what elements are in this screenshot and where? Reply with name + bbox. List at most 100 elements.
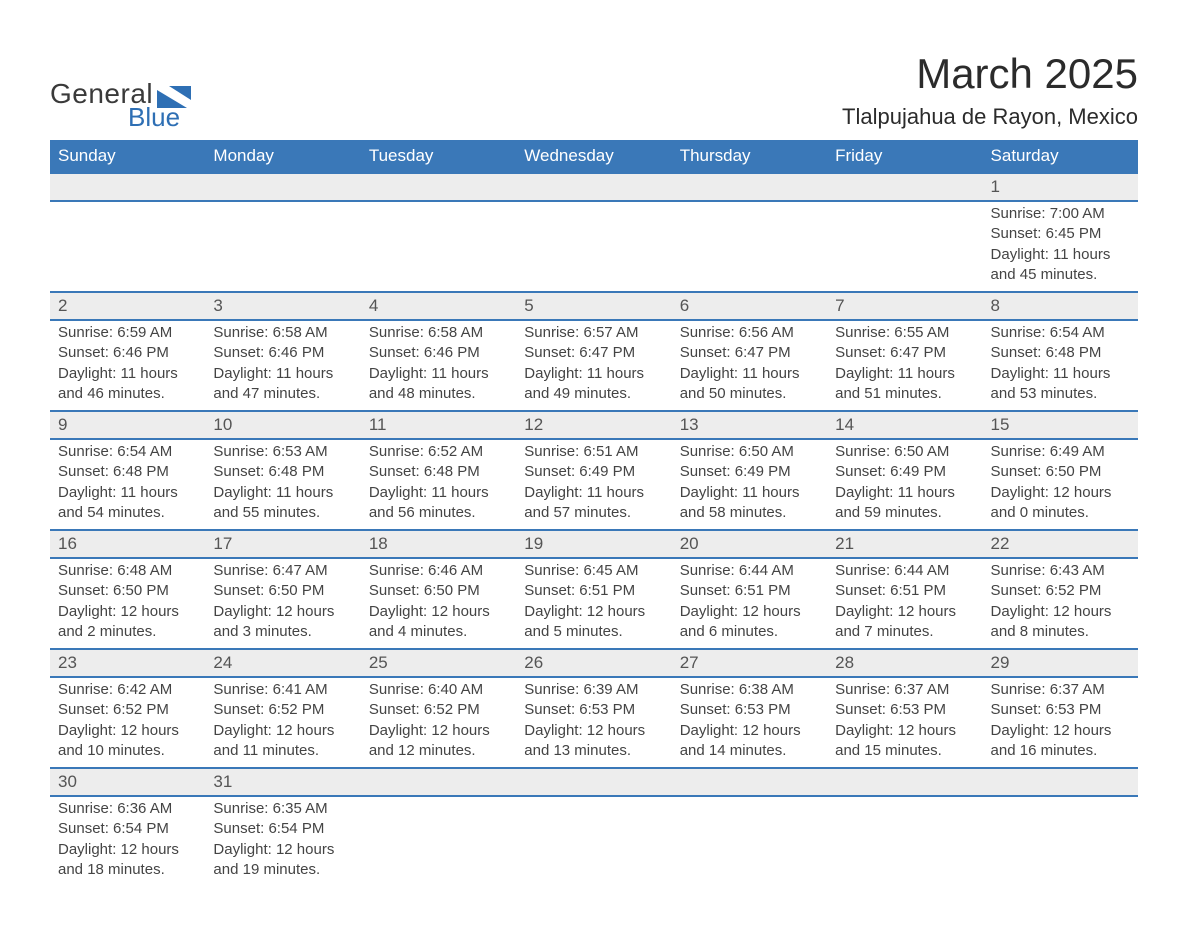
day-detail	[516, 797, 671, 805]
sunrise-text: Sunrise: 6:42 AM	[58, 680, 197, 700]
day-detail	[50, 202, 205, 210]
day-number	[361, 174, 516, 198]
day-number: 20	[672, 531, 827, 557]
day-detail: Sunrise: 6:37 AMSunset: 6:53 PMDaylight:…	[827, 678, 982, 767]
sunset-text: Sunset: 6:52 PM	[58, 700, 197, 720]
day-number: 4	[361, 293, 516, 319]
daylight-text: Daylight: 12 hours and 14 minutes.	[680, 721, 819, 762]
sunrise-text: Sunrise: 6:50 AM	[680, 442, 819, 462]
sunrise-text: Sunrise: 6:36 AM	[58, 799, 197, 819]
day-detail: Sunrise: 6:58 AMSunset: 6:46 PMDaylight:…	[205, 321, 360, 410]
day-number	[827, 769, 982, 793]
day-detail	[672, 797, 827, 805]
sunset-text: Sunset: 6:49 PM	[680, 462, 819, 482]
daylight-text: Daylight: 11 hours and 49 minutes.	[524, 364, 663, 405]
sunset-text: Sunset: 6:50 PM	[369, 581, 508, 601]
day-detail	[827, 202, 982, 210]
day-number: 29	[983, 650, 1138, 676]
day-number: 26	[516, 650, 671, 676]
weekday-header: Wednesday	[516, 140, 671, 173]
sunrise-text: Sunrise: 6:57 AM	[524, 323, 663, 343]
day-number: 2	[50, 293, 205, 319]
sunset-text: Sunset: 6:52 PM	[213, 700, 352, 720]
daylight-text: Daylight: 11 hours and 54 minutes.	[58, 483, 197, 524]
sunrise-text: Sunrise: 6:48 AM	[58, 561, 197, 581]
day-number: 28	[827, 650, 982, 676]
sunset-text: Sunset: 6:45 PM	[991, 224, 1130, 244]
daylight-text: Daylight: 12 hours and 5 minutes.	[524, 602, 663, 643]
sunset-text: Sunset: 6:47 PM	[835, 343, 974, 363]
day-detail: Sunrise: 6:41 AMSunset: 6:52 PMDaylight:…	[205, 678, 360, 767]
day-detail: Sunrise: 7:00 AMSunset: 6:45 PMDaylight:…	[983, 202, 1138, 291]
day-number: 23	[50, 650, 205, 676]
daylight-text: Daylight: 11 hours and 46 minutes.	[58, 364, 197, 405]
day-detail: Sunrise: 6:40 AMSunset: 6:52 PMDaylight:…	[361, 678, 516, 767]
day-detail: Sunrise: 6:44 AMSunset: 6:51 PMDaylight:…	[672, 559, 827, 648]
day-number: 1	[983, 174, 1138, 200]
sunset-text: Sunset: 6:53 PM	[835, 700, 974, 720]
day-detail	[516, 202, 671, 210]
daylight-text: Daylight: 12 hours and 15 minutes.	[835, 721, 974, 762]
daylight-text: Daylight: 12 hours and 6 minutes.	[680, 602, 819, 643]
sunset-text: Sunset: 6:53 PM	[524, 700, 663, 720]
day-number: 15	[983, 412, 1138, 438]
daylight-text: Daylight: 11 hours and 55 minutes.	[213, 483, 352, 524]
day-number	[516, 174, 671, 198]
day-detail: Sunrise: 6:53 AMSunset: 6:48 PMDaylight:…	[205, 440, 360, 529]
day-detail: Sunrise: 6:50 AMSunset: 6:49 PMDaylight:…	[672, 440, 827, 529]
day-number: 30	[50, 769, 205, 795]
day-detail: Sunrise: 6:43 AMSunset: 6:52 PMDaylight:…	[983, 559, 1138, 648]
daylight-text: Daylight: 12 hours and 7 minutes.	[835, 602, 974, 643]
daylight-text: Daylight: 12 hours and 8 minutes.	[991, 602, 1130, 643]
sunrise-text: Sunrise: 6:39 AM	[524, 680, 663, 700]
sunset-text: Sunset: 6:46 PM	[369, 343, 508, 363]
page-title: March 2025	[842, 50, 1138, 98]
weekday-header: Monday	[205, 140, 360, 173]
sunrise-text: Sunrise: 6:44 AM	[680, 561, 819, 581]
sunrise-text: Sunrise: 6:55 AM	[835, 323, 974, 343]
sunset-text: Sunset: 6:50 PM	[213, 581, 352, 601]
location-label: Tlalpujahua de Rayon, Mexico	[842, 104, 1138, 130]
daylight-text: Daylight: 12 hours and 16 minutes.	[991, 721, 1130, 762]
sunrise-text: Sunrise: 6:53 AM	[213, 442, 352, 462]
day-detail: Sunrise: 6:56 AMSunset: 6:47 PMDaylight:…	[672, 321, 827, 410]
day-number: 21	[827, 531, 982, 557]
day-detail: Sunrise: 6:59 AMSunset: 6:46 PMDaylight:…	[50, 321, 205, 410]
day-detail: Sunrise: 6:55 AMSunset: 6:47 PMDaylight:…	[827, 321, 982, 410]
sunrise-text: Sunrise: 6:49 AM	[991, 442, 1130, 462]
daylight-text: Daylight: 11 hours and 56 minutes.	[369, 483, 508, 524]
sunrise-text: Sunrise: 6:51 AM	[524, 442, 663, 462]
sunset-text: Sunset: 6:53 PM	[680, 700, 819, 720]
daylight-text: Daylight: 12 hours and 10 minutes.	[58, 721, 197, 762]
day-number	[50, 174, 205, 198]
day-detail: Sunrise: 6:35 AMSunset: 6:54 PMDaylight:…	[205, 797, 360, 886]
sunrise-text: Sunrise: 6:38 AM	[680, 680, 819, 700]
sunset-text: Sunset: 6:53 PM	[991, 700, 1130, 720]
sunset-text: Sunset: 6:47 PM	[524, 343, 663, 363]
sunset-text: Sunset: 6:51 PM	[835, 581, 974, 601]
weekday-header: Tuesday	[361, 140, 516, 173]
daylight-text: Daylight: 12 hours and 11 minutes.	[213, 721, 352, 762]
sunset-text: Sunset: 6:48 PM	[213, 462, 352, 482]
calendar-table: SundayMondayTuesdayWednesdayThursdayFrid…	[50, 140, 1138, 886]
day-detail: Sunrise: 6:51 AMSunset: 6:49 PMDaylight:…	[516, 440, 671, 529]
daylight-text: Daylight: 11 hours and 58 minutes.	[680, 483, 819, 524]
sunrise-text: Sunrise: 6:54 AM	[991, 323, 1130, 343]
daylight-text: Daylight: 12 hours and 0 minutes.	[991, 483, 1130, 524]
day-number: 19	[516, 531, 671, 557]
daylight-text: Daylight: 12 hours and 3 minutes.	[213, 602, 352, 643]
weekday-header: Sunday	[50, 140, 205, 173]
sunrise-text: Sunrise: 6:50 AM	[835, 442, 974, 462]
sunset-text: Sunset: 6:51 PM	[680, 581, 819, 601]
sunset-text: Sunset: 6:47 PM	[680, 343, 819, 363]
day-number: 22	[983, 531, 1138, 557]
sunset-text: Sunset: 6:54 PM	[213, 819, 352, 839]
day-detail: Sunrise: 6:47 AMSunset: 6:50 PMDaylight:…	[205, 559, 360, 648]
sunset-text: Sunset: 6:50 PM	[991, 462, 1130, 482]
sunrise-text: Sunrise: 6:45 AM	[524, 561, 663, 581]
day-number	[205, 174, 360, 198]
daylight-text: Daylight: 11 hours and 45 minutes.	[991, 245, 1130, 286]
day-detail: Sunrise: 6:45 AMSunset: 6:51 PMDaylight:…	[516, 559, 671, 648]
day-detail: Sunrise: 6:36 AMSunset: 6:54 PMDaylight:…	[50, 797, 205, 886]
day-detail	[205, 202, 360, 210]
